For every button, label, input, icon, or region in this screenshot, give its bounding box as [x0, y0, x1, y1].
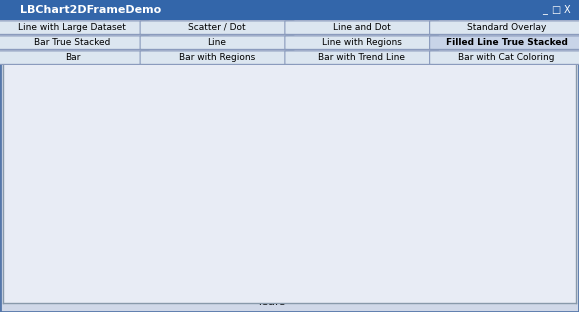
FancyBboxPatch shape [430, 36, 579, 49]
Text: Bar: Bar [65, 53, 80, 62]
FancyBboxPatch shape [0, 51, 149, 64]
Text: Bar with Trend Line: Bar with Trend Line [318, 53, 405, 62]
Text: □: □ [551, 5, 560, 15]
FancyBboxPatch shape [285, 21, 439, 34]
Text: Line with Regions: Line with Regions [322, 38, 402, 47]
FancyBboxPatch shape [140, 36, 294, 49]
Text: www.java2s.com: www.java2s.com [152, 90, 322, 108]
Text: _: _ [542, 5, 547, 15]
Text: Standard Overlay: Standard Overlay [467, 23, 547, 32]
Text: Line: Line [208, 38, 226, 47]
Title: Programmers By Language: Programmers By Language [178, 0, 367, 10]
Text: LBChart2DFrameDemo: LBChart2DFrameDemo [20, 5, 162, 15]
Text: Line with Large Dataset: Line with Large Dataset [19, 23, 126, 32]
X-axis label: Years: Years [258, 297, 287, 307]
FancyBboxPatch shape [0, 21, 149, 34]
Text: Bar with Regions: Bar with Regions [179, 53, 255, 62]
Legend: C, C++, Java: C, C++, Java [502, 110, 558, 162]
Text: Filled Line True Stacked: Filled Line True Stacked [446, 38, 567, 47]
FancyBboxPatch shape [285, 51, 439, 64]
FancyBboxPatch shape [140, 51, 294, 64]
Text: Scatter / Dot: Scatter / Dot [188, 23, 246, 32]
Text: X: X [564, 5, 571, 15]
Text: Bar True Stacked: Bar True Stacked [34, 38, 111, 47]
Text: Line and Dot: Line and Dot [333, 23, 391, 32]
Y-axis label: Programmers: Programmers [3, 98, 13, 173]
FancyBboxPatch shape [0, 36, 149, 49]
FancyBboxPatch shape [285, 36, 439, 49]
FancyBboxPatch shape [430, 51, 579, 64]
Text: Bar with Cat Coloring: Bar with Cat Coloring [459, 53, 555, 62]
FancyBboxPatch shape [430, 21, 579, 34]
FancyBboxPatch shape [140, 21, 294, 34]
